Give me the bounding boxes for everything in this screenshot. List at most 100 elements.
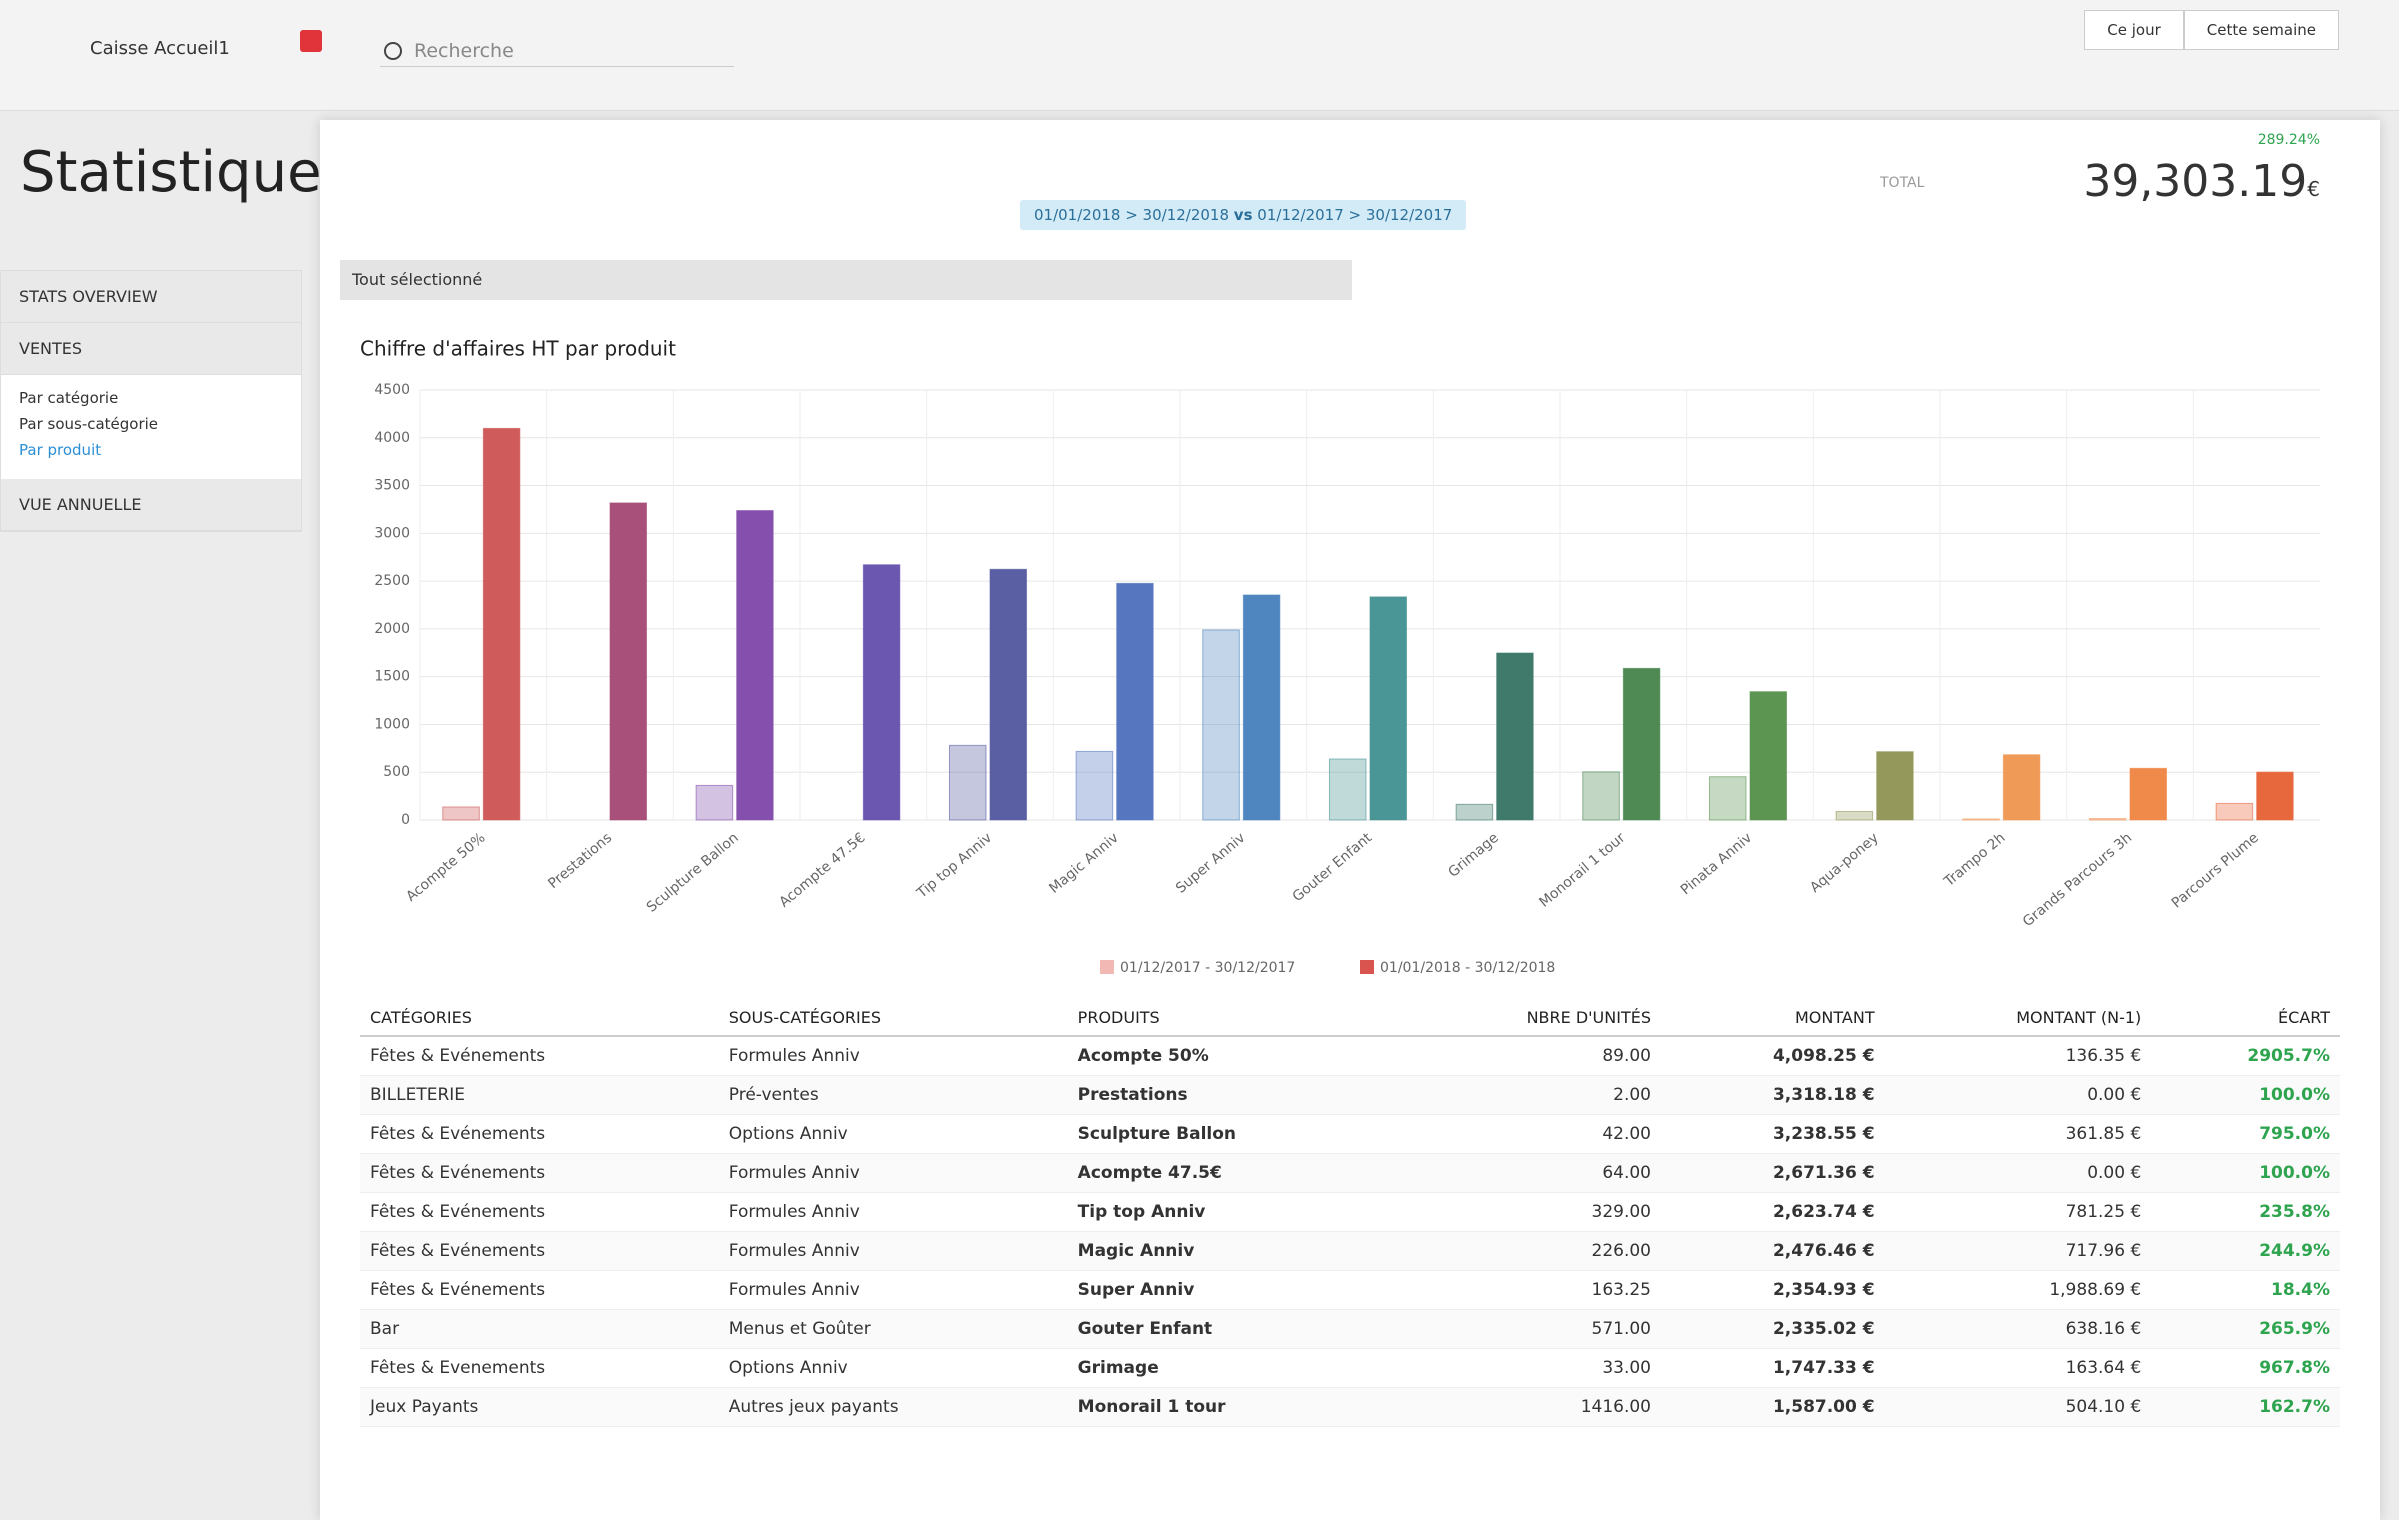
nav-link[interactable]: Par sous-catégorie [19,415,159,433]
x-tick-label: Pinata Anniv [1678,830,1755,899]
table-cell: Fêtes & Evénements [360,1270,719,1310]
top-bar: Caisse Accueil1 Recherche Ce jour Cette … [0,0,2399,111]
table-cell: Options Anniv [718,1114,1068,1154]
bar [695,784,734,821]
table-cell: Monorail 1 tour [1067,1387,1396,1427]
table-cell: 4,098.25 € [1661,1036,1885,1076]
y-tick-label: 0 [401,812,410,828]
table-cell: 329.00 [1395,1192,1661,1232]
x-tick-label: Gouter Enfant [1290,830,1376,906]
column-header: SOUS-CATÉGORIES [718,1000,1068,1037]
table-row: Fêtes & Evénements Formules Anniv Acompte … [360,1153,2340,1193]
table-cell: 781.25 € [1884,1192,2152,1232]
table-cell: 163.64 € [1884,1348,2152,1388]
bar [2002,754,2041,821]
nav-section[interactable]: STATS OVERVIEW [1,271,301,323]
table-cell: 265.9% [2151,1309,2340,1349]
column-header: CATÉGORIES [360,1000,719,1037]
range-current: 01/01/2018 > 30/12/2018 [1034,206,1230,224]
table-cell: 1,988.69 € [1884,1270,2152,1310]
table-cell: 64.00 [1395,1153,1661,1193]
nav-section[interactable]: VENTES [1,323,301,375]
bar [2215,802,2254,821]
table-cell: Fêtes & Evénements [360,1192,719,1232]
date-range[interactable]: 01/01/2018 > 30/12/2018 vs 01/12/2017 > … [1020,200,1467,230]
table-cell: 3,238.55 € [1661,1114,1885,1154]
bar [862,564,901,821]
table-cell: 89.00 [1395,1036,1661,1076]
x-tick-label: Magic Anniv [1046,830,1121,897]
nav-link[interactable]: Par catégorie [19,389,119,407]
table-row: Fêtes & Evénements Formules Anniv Acompte … [360,1036,2340,1076]
filter-select[interactable]: Tout sélectionné [340,260,1352,300]
period-tab[interactable]: Cette semaine [2183,10,2339,50]
table-cell: Formules Anniv [718,1192,1068,1232]
nav-section[interactable]: VUE ANNUELLE [1,479,301,531]
table-cell: 0.00 € [1884,1075,2152,1115]
x-tick-label: Super Anniv [1173,830,1248,897]
bar [1962,818,2000,821]
table-cell: Formules Anniv [718,1036,1068,1076]
x-tick-label: Acompte 50% [403,830,488,905]
table-cell: Bar [360,1309,719,1349]
table-cell: Formules Anniv [718,1231,1068,1271]
y-tick-label: 3500 [374,478,410,494]
table-cell: 2.00 [1395,1075,1661,1115]
search-input[interactable]: Recherche [380,36,734,67]
table-cell: 3,318.18 € [1661,1075,1885,1115]
table-cell: 0.00 € [1884,1153,2152,1193]
period-tab[interactable]: Ce jour [2084,10,2184,50]
table-cell: 2,623.74 € [1661,1192,1885,1232]
table-cell: Grimage [1067,1348,1396,1388]
y-tick-label: 4000 [374,430,410,446]
x-tick-label: Acompte 47.5€ [776,830,868,911]
table-cell: 717.96 € [1884,1231,2152,1271]
table-cell: 2,354.93 € [1661,1270,1885,1310]
table-cell: 163.25 [1395,1270,1661,1310]
register-button[interactable]: Caisse Accueil1 [90,38,230,59]
column-header[interactable]: MONTANT [1661,1000,1885,1037]
table-row: BILLETERIE Pré-ventes Prestations 2.00 3,318… [360,1075,2340,1115]
x-tick-label: Parcours Plume [2169,830,2262,912]
table-cell: Acompte 47.5€ [1067,1153,1396,1193]
nav-link[interactable]: Par produit [19,441,102,459]
x-tick-label: Tip top Anniv [913,830,995,902]
bar [736,510,774,821]
y-tick-label: 1500 [374,669,410,685]
table-cell: 244.9% [2151,1231,2340,1271]
y-tick-label: 500 [383,764,410,780]
table-cell: 136.35 € [1884,1036,2152,1076]
y-tick-label: 2500 [374,573,410,589]
main-card: 289.24% TOTAL 39,303.19€ 01/01/2018 > 30… [320,120,2380,1520]
table-cell: Options Anniv [718,1348,1068,1388]
bar [1876,751,1914,821]
table-cell: 967.8% [2151,1348,2340,1388]
table-cell: 2905.7% [2151,1036,2340,1076]
table-cell: Menus et Goûter [718,1309,1068,1349]
sidebar: STATS OVERVIEW VENTES Par catégorie Par … [0,270,302,532]
bar [1708,776,1747,821]
legend-label: 01/01/2018 - 30/12/2018 [1380,960,1555,976]
table-cell: 100.0% [2151,1075,2340,1115]
table-cell: Acompte 50% [1067,1036,1396,1076]
column-header: MONTANT (N-1) [1884,1000,2152,1037]
print-button[interactable] [300,30,322,52]
chart: Chiffre d'affaires HT par produit 0 500 10… [360,337,2320,976]
bar [2256,771,2294,821]
table-cell: Formules Anniv [718,1153,1068,1193]
table-cell: Jeux Payants [360,1387,719,1427]
bar [1835,810,1874,821]
x-tick-label: Aqua-poney [1807,830,1882,896]
table-cell: 1,587.00 € [1661,1387,1885,1427]
table-row: Fêtes & Evénements Formules Anniv Super An… [360,1270,2340,1310]
table-cell: Autres jeux payants [718,1387,1068,1427]
y-tick-label: 4500 [374,382,410,398]
total-amount: 39,303.19 [2083,156,2308,207]
table-header: CATÉGORIES SOUS-CATÉGORIES PRODUITS NBRE D'… [360,1000,2340,1037]
bar [1242,594,1281,821]
bar [2129,767,2168,821]
bar [2088,818,2127,821]
page-title: Statistiques [20,140,351,205]
table-cell: 1416.00 [1395,1387,1661,1427]
y-tick-label: 2000 [374,621,410,637]
